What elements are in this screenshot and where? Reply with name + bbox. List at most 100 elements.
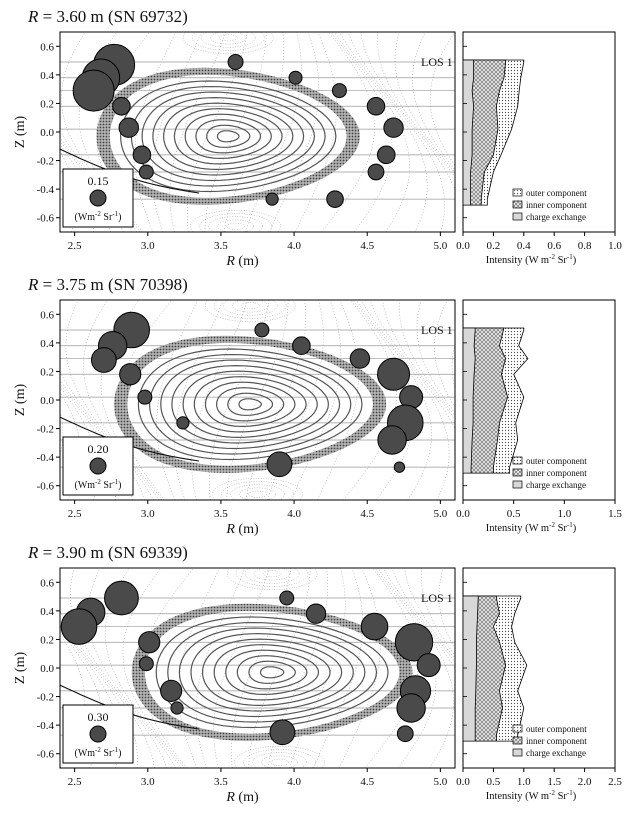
panel-2: R = 3.75 m (SN 70398) 0.6 0.4 0.2 0.0 -0.2 -0.… [13, 275, 622, 537]
intensity-circle [292, 336, 311, 356]
intensity-axis-label: Intensity (W m-2 Sr-1) [486, 253, 577, 266]
y-tick-label: 0.6 [40, 577, 54, 589]
intensity-circle [269, 719, 296, 746]
y-axis-label: Z (m) [13, 384, 28, 417]
panel-1: R = 3.60 m (SN 69732) 0.6 0.4 0.2 0.0 -0.2 -0.… [13, 7, 622, 269]
y-tick-label: 0.6 [40, 41, 54, 53]
legend-label: outer component [526, 456, 587, 466]
los-label: LOS 1 [421, 323, 453, 337]
right-x-tick-label: 0.2 [487, 240, 501, 252]
x-tick-label: 4.5 [360, 776, 374, 788]
right-x-tick-label: 1.0 [557, 508, 571, 520]
x-tick-label: 3.5 [214, 508, 228, 520]
x-axis-label: R (m) [225, 254, 259, 269]
right-x-tick-label: 0.0 [456, 240, 470, 252]
legend-swatch [512, 212, 523, 221]
intensity-circle [138, 631, 161, 654]
y-axis-label: Z (m) [13, 116, 28, 149]
legend-swatch [512, 456, 523, 465]
y-tick-label: 0.2 [40, 366, 54, 378]
legend-label: outer component [526, 724, 587, 734]
y-tick-label: 0.6 [40, 309, 54, 321]
x-tick-label: 4.0 [287, 508, 301, 520]
intensity-circle [60, 608, 98, 645]
scale-unit: (Wm-2 Sr-1) [75, 746, 122, 759]
intensity-circle [138, 164, 154, 180]
scale-value: 0.20 [88, 442, 109, 456]
intensity-circle [326, 190, 344, 208]
intensity-circle [331, 83, 347, 99]
y-tick-label: -0.2 [37, 424, 54, 436]
legend-label: charge exchange [526, 748, 586, 758]
legend-swatch [512, 188, 523, 197]
x-axis-label: R (m) [225, 522, 259, 537]
intensity-circle [176, 416, 190, 430]
panel-3: R = 3.90 m (SN 69339) 0.6 0.4 0.2 0.0 -0.2 -0.… [13, 543, 622, 805]
intensity-circle [377, 357, 411, 391]
scale-value: 0.30 [88, 710, 109, 724]
intensity-circle [112, 96, 131, 116]
x-axis-label: R (m) [225, 790, 259, 805]
scale-unit: (Wm-2 Sr-1) [75, 210, 122, 223]
legend-label: outer component [526, 188, 587, 198]
intensity-circle [383, 117, 404, 138]
legend-label: charge exchange [526, 212, 586, 222]
legend-label: charge exchange [526, 480, 586, 490]
x-tick-label: 2.5 [68, 240, 82, 252]
los-label: LOS 1 [421, 591, 453, 605]
intensity-circle [132, 145, 152, 165]
right-x-tick-label: 2.0 [578, 776, 592, 788]
legend-swatch [512, 480, 523, 489]
x-tick-label: 4.0 [287, 776, 301, 788]
los-label: LOS 1 [421, 55, 453, 69]
x-tick-label: 3.0 [141, 240, 155, 252]
intensity-circle [104, 580, 139, 616]
legend-swatch [512, 736, 523, 745]
intensity-circle [360, 612, 389, 641]
intensity-circle [305, 603, 327, 624]
panel-title: R = 3.75 m (SN 70398) [27, 275, 188, 294]
intensity-circle [396, 693, 426, 723]
intensity-circle [265, 192, 279, 206]
x-tick-label: 3.0 [141, 508, 155, 520]
intensity-circle [377, 425, 407, 455]
y-tick-label: 0.0 [40, 395, 54, 407]
y-tick-label: 0.4 [40, 606, 54, 618]
magnetic-surface-map [60, 568, 455, 768]
intensity-circle [138, 656, 154, 672]
y-tick-label: 0.4 [40, 338, 54, 350]
intensity-circle [160, 679, 183, 702]
y-tick-label: -0.4 [37, 452, 55, 464]
right-x-tick-label: 1.0 [517, 776, 531, 788]
x-tick-label: 5.0 [433, 776, 447, 788]
legend-label: inner component [526, 200, 587, 210]
y-tick-label: 0.0 [40, 127, 54, 139]
y-tick-label: -0.6 [37, 213, 55, 225]
intensity-circle [137, 389, 153, 405]
x-tick-label: 5.0 [433, 508, 447, 520]
legend-swatch [512, 748, 523, 757]
x-tick-label: 3.0 [141, 776, 155, 788]
x-tick-label: 4.5 [360, 508, 374, 520]
y-tick-label: -0.6 [37, 481, 55, 493]
x-tick-label: 2.5 [68, 776, 82, 788]
intensity-circle [393, 461, 406, 473]
intensity-circle [367, 163, 385, 181]
inner-component-area [462, 59, 507, 206]
panel-title: R = 3.90 m (SN 69339) [27, 543, 188, 562]
intensity-circle [170, 701, 184, 715]
intensity-circle [227, 54, 244, 70]
right-x-tick-label: 2.5 [608, 776, 622, 788]
x-tick-label: 3.5 [214, 240, 228, 252]
legend-swatch [512, 724, 523, 733]
legend-label: inner component [526, 468, 587, 478]
scale-circle [89, 725, 107, 743]
intensity-circle [288, 70, 303, 85]
x-tick-label: 5.0 [433, 240, 447, 252]
y-tick-label: -0.6 [37, 749, 55, 761]
right-x-tick-label: 1.5 [547, 776, 561, 788]
y-tick-label: 0.2 [40, 634, 54, 646]
intensity-circle [72, 69, 115, 112]
intensity-circle [279, 590, 295, 606]
